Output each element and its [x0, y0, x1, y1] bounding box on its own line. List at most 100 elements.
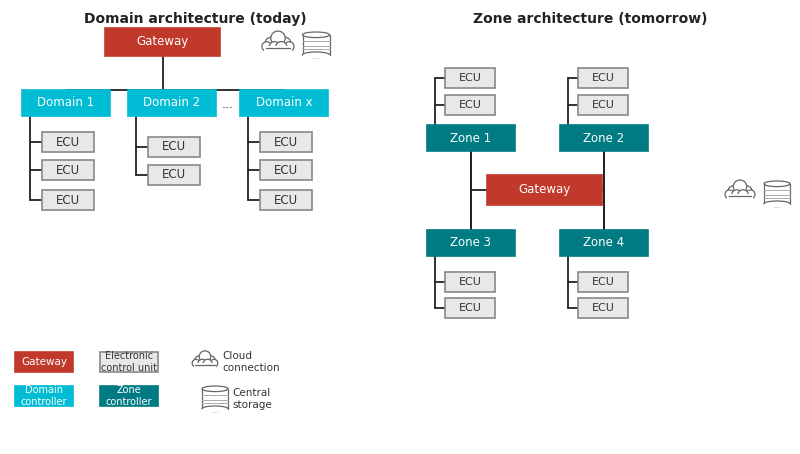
Bar	[263, 36, 293, 48]
Text: Domain architecture (today): Domain architecture (today)	[84, 12, 306, 26]
Text: ECU: ECU	[458, 73, 482, 83]
Text: ECU: ECU	[274, 135, 298, 148]
Text: Zone
controller: Zone controller	[106, 385, 152, 407]
Circle shape	[278, 37, 291, 50]
Circle shape	[285, 42, 294, 51]
Circle shape	[194, 356, 205, 366]
Text: ECU: ECU	[591, 303, 614, 313]
Bar	[260, 132, 312, 152]
Bar	[260, 190, 312, 210]
Bar	[487, 175, 602, 205]
Bar	[148, 137, 200, 157]
Bar	[15, 386, 73, 406]
Bar	[764, 184, 790, 204]
Text: Zone 4: Zone 4	[583, 237, 625, 250]
Bar	[202, 409, 228, 412]
Text: Cloud
connection: Cloud connection	[222, 351, 280, 373]
Bar	[148, 165, 200, 185]
Text: Central
storage: Central storage	[232, 388, 272, 410]
Bar	[578, 95, 628, 115]
Circle shape	[738, 190, 749, 200]
Bar	[42, 190, 94, 210]
Text: Domain x: Domain x	[256, 97, 312, 109]
Circle shape	[734, 180, 746, 193]
Bar	[194, 363, 216, 369]
Text: ECU: ECU	[162, 168, 186, 182]
Text: Zone 1: Zone 1	[450, 132, 491, 144]
Text: Gateway: Gateway	[21, 357, 67, 367]
Text: ECU: ECU	[458, 277, 482, 287]
Bar	[427, 125, 515, 151]
Bar	[193, 355, 217, 365]
Bar	[764, 204, 790, 207]
Text: ECU: ECU	[162, 140, 186, 153]
Text: Zone architecture (tomorrow): Zone architecture (tomorrow)	[473, 12, 707, 26]
Bar	[202, 389, 228, 409]
Ellipse shape	[764, 201, 790, 207]
Bar	[302, 55, 330, 58]
Text: ECU: ECU	[591, 73, 614, 83]
Text: Domain 2: Domain 2	[143, 97, 201, 109]
Bar	[445, 272, 495, 292]
Bar	[726, 194, 754, 201]
Bar	[445, 298, 495, 318]
Circle shape	[203, 359, 212, 368]
Bar	[578, 298, 628, 318]
Text: ECU: ECU	[591, 277, 614, 287]
Ellipse shape	[302, 32, 330, 38]
Circle shape	[746, 190, 755, 199]
Bar	[560, 125, 648, 151]
Circle shape	[741, 186, 752, 197]
Bar	[42, 132, 94, 152]
Text: ECU: ECU	[458, 100, 482, 110]
Bar	[240, 90, 328, 116]
Bar	[264, 46, 292, 54]
Text: ECU: ECU	[458, 303, 482, 313]
Text: ECU: ECU	[56, 135, 80, 148]
Ellipse shape	[764, 181, 790, 187]
Bar	[445, 68, 495, 88]
Bar	[560, 230, 648, 256]
Text: ECU: ECU	[274, 193, 298, 207]
Circle shape	[731, 190, 742, 200]
Circle shape	[192, 360, 200, 367]
Text: Gateway: Gateway	[136, 35, 189, 49]
Text: Zone 3: Zone 3	[450, 237, 491, 250]
Circle shape	[262, 42, 271, 51]
Bar	[22, 90, 110, 116]
Bar	[578, 272, 628, 292]
Bar	[578, 68, 628, 88]
Text: Electronic
control unit: Electronic control unit	[101, 351, 157, 373]
Circle shape	[269, 42, 280, 53]
Text: Zone 2: Zone 2	[583, 132, 625, 144]
Circle shape	[270, 31, 286, 45]
Circle shape	[275, 42, 287, 53]
Bar	[128, 90, 216, 116]
Bar	[100, 352, 158, 372]
Bar	[427, 230, 515, 256]
Text: ECU: ECU	[591, 100, 614, 110]
Text: ECU: ECU	[56, 193, 80, 207]
Circle shape	[210, 360, 218, 367]
Bar	[726, 185, 754, 196]
Bar	[302, 35, 330, 55]
Circle shape	[198, 359, 207, 368]
Text: ECU: ECU	[274, 163, 298, 177]
Text: ECU: ECU	[56, 163, 80, 177]
Bar	[15, 352, 73, 372]
Circle shape	[725, 190, 734, 199]
Text: Domain 1: Domain 1	[38, 97, 94, 109]
Ellipse shape	[202, 406, 228, 412]
Text: ...: ...	[222, 98, 234, 110]
Circle shape	[206, 356, 215, 366]
Bar	[100, 386, 158, 406]
Circle shape	[728, 186, 739, 197]
Ellipse shape	[302, 52, 330, 58]
Bar	[42, 160, 94, 180]
Text: Domain
controller: Domain controller	[21, 385, 67, 407]
Ellipse shape	[202, 386, 228, 392]
Text: Gateway: Gateway	[518, 183, 570, 197]
Bar	[105, 28, 220, 56]
Circle shape	[199, 351, 210, 362]
Bar	[445, 95, 495, 115]
